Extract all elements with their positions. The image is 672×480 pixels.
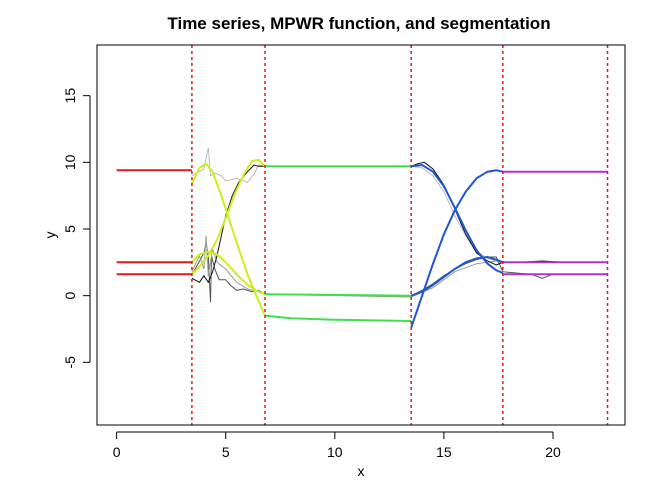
y-axis: -5 0 5 10 15 — [62, 88, 91, 369]
x-tick-label: 15 — [436, 444, 452, 460]
x-tick-label: 20 — [545, 444, 561, 460]
x-tick-label: 5 — [222, 444, 230, 460]
y-tick-label: 0 — [62, 292, 78, 300]
fit-curve-6 — [191, 158, 266, 275]
fit-curve-9 — [264, 314, 412, 322]
series-line-4 — [191, 161, 608, 284]
series-line-2 — [191, 235, 608, 298]
fit-curve-11 — [410, 255, 504, 297]
y-axis-label: y — [42, 232, 58, 239]
y-tick-label: 15 — [62, 88, 78, 104]
x-axis: 0 5 10 15 20 — [113, 431, 561, 460]
fit-curve-12 — [411, 163, 504, 274]
plot-frame — [96, 44, 626, 426]
fit-curve-8 — [264, 293, 412, 297]
fit-curve-10 — [410, 169, 504, 329]
chart-title: Time series, MPWR function, and segmenta… — [167, 14, 550, 33]
x-axis-label: x — [358, 463, 365, 479]
y-tick-label: -5 — [62, 356, 78, 369]
y-tick-label: 10 — [62, 154, 78, 170]
fit-curve-4 — [190, 162, 266, 317]
fit-curve-5 — [191, 250, 266, 296]
x-tick-label: 0 — [113, 444, 121, 460]
plot-area — [116, 45, 609, 425]
x-tick-label: 10 — [327, 444, 343, 460]
y-tick-label: 5 — [62, 225, 78, 233]
series-line-1 — [191, 243, 608, 303]
